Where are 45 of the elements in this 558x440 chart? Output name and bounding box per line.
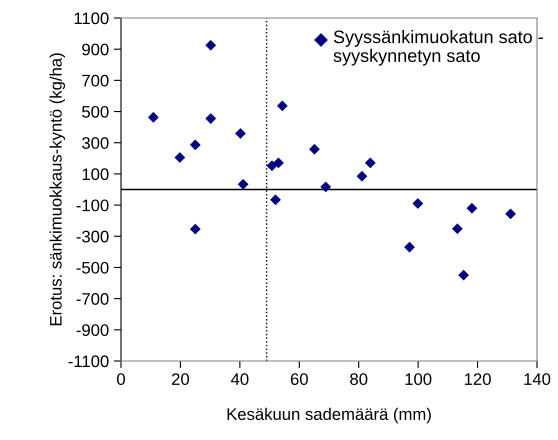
x-axis-title: Kesäkuun sademäärä (mm) xyxy=(228,408,431,424)
point xyxy=(270,194,281,206)
x-tick-label: 0 xyxy=(117,373,125,386)
y-tick-label: -100 xyxy=(76,199,109,212)
y-tick-label: 1100 xyxy=(74,12,109,24)
y-tick-label: -900 xyxy=(76,324,109,336)
point xyxy=(452,223,463,234)
point xyxy=(466,202,478,214)
point xyxy=(205,113,216,124)
point xyxy=(505,208,516,220)
y-tick-label: 300 xyxy=(82,137,109,149)
point xyxy=(309,144,320,155)
x-tick-label: 20 xyxy=(172,373,190,386)
x-tick-label: 40 xyxy=(230,373,248,386)
y-tick-label: -500 xyxy=(76,262,109,274)
x-tick-label: 140 xyxy=(524,373,550,386)
point xyxy=(238,178,249,190)
y-tick-label: -700 xyxy=(76,293,109,305)
point xyxy=(273,157,284,168)
y-tick-label: 900 xyxy=(82,44,109,56)
point xyxy=(320,181,332,192)
point xyxy=(148,112,159,123)
x-tick-label: 60 xyxy=(290,373,308,386)
y-tick-label: 100 xyxy=(82,168,109,180)
legend-label: Syyssänkimuokatun sato - syyskynnetyn sato xyxy=(334,30,543,66)
point xyxy=(190,140,201,150)
point xyxy=(364,157,376,168)
y-axis-title: Erotus: sänkimuokkaus-kyntö (kg/ha) xyxy=(49,53,66,326)
point xyxy=(266,160,278,172)
point xyxy=(412,198,424,209)
point xyxy=(205,40,216,51)
y-tick-label: -1100 xyxy=(68,355,109,368)
point xyxy=(235,128,246,139)
x-tick-label: 100 xyxy=(406,373,432,386)
point xyxy=(356,170,368,182)
point xyxy=(404,242,415,253)
x-tick-label: 120 xyxy=(464,373,491,386)
point xyxy=(276,100,288,112)
y-tick-label: 700 xyxy=(82,74,109,87)
y-tick-label: -300 xyxy=(76,230,109,242)
x-tick-label: 80 xyxy=(350,373,368,386)
point xyxy=(190,224,201,234)
y-tick-label: 500 xyxy=(82,106,109,118)
point xyxy=(458,270,469,280)
point xyxy=(174,152,186,163)
